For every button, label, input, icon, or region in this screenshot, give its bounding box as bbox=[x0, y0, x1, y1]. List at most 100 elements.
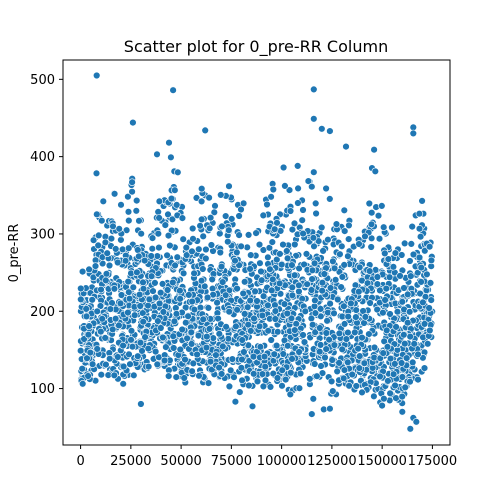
data-point bbox=[195, 245, 203, 253]
data-point bbox=[314, 237, 323, 245]
data-point bbox=[299, 331, 307, 339]
data-point bbox=[135, 290, 144, 299]
data-point bbox=[404, 290, 412, 299]
data-point bbox=[376, 372, 384, 381]
data-point bbox=[326, 195, 334, 203]
data-point bbox=[408, 222, 416, 231]
data-point bbox=[318, 223, 326, 232]
data-point bbox=[189, 224, 197, 233]
data-point bbox=[340, 261, 348, 269]
data-point bbox=[280, 300, 289, 308]
data-point bbox=[347, 299, 355, 308]
data-point bbox=[199, 315, 207, 323]
data-point bbox=[83, 354, 91, 362]
data-point bbox=[295, 384, 304, 392]
data-point bbox=[273, 219, 281, 227]
data-point bbox=[330, 309, 338, 317]
data-point bbox=[424, 340, 432, 348]
data-point bbox=[296, 369, 305, 378]
data-point bbox=[85, 265, 93, 274]
data-point bbox=[310, 168, 318, 176]
data-point bbox=[291, 271, 299, 279]
data-point bbox=[151, 293, 160, 302]
y-axis: 100 200 300 400 500 bbox=[30, 73, 63, 397]
data-point bbox=[154, 208, 162, 216]
data-point bbox=[274, 328, 282, 336]
data-point bbox=[348, 370, 356, 379]
data-point bbox=[406, 378, 414, 386]
data-point bbox=[114, 353, 122, 361]
data-point bbox=[198, 215, 206, 224]
data-point bbox=[383, 343, 392, 351]
data-point bbox=[310, 259, 319, 267]
data-point bbox=[157, 324, 165, 332]
data-point bbox=[273, 255, 281, 264]
data-point bbox=[148, 234, 157, 242]
data-point bbox=[192, 194, 201, 202]
data-point bbox=[236, 388, 244, 396]
data-point bbox=[225, 226, 233, 234]
data-point bbox=[249, 352, 258, 361]
data-point bbox=[261, 376, 270, 384]
data-point bbox=[300, 260, 308, 269]
data-point bbox=[306, 375, 314, 383]
data-point bbox=[231, 257, 239, 265]
data-point bbox=[371, 266, 380, 274]
data-point bbox=[110, 285, 119, 293]
data-point bbox=[309, 234, 318, 242]
data-point bbox=[329, 257, 337, 265]
data-point bbox=[224, 238, 232, 246]
x-tick-label: 0 bbox=[76, 454, 84, 469]
data-point bbox=[185, 291, 193, 299]
data-point bbox=[97, 371, 106, 379]
data-point bbox=[340, 374, 348, 382]
data-point bbox=[393, 308, 402, 316]
data-point bbox=[117, 291, 126, 299]
data-point bbox=[155, 299, 164, 308]
y-tick-label: 500 bbox=[30, 73, 55, 88]
data-point bbox=[373, 305, 381, 314]
data-point bbox=[309, 321, 317, 329]
data-point bbox=[107, 234, 116, 243]
data-point bbox=[178, 325, 186, 334]
data-point bbox=[184, 312, 192, 320]
data-point bbox=[135, 252, 143, 260]
data-point bbox=[265, 244, 274, 252]
data-point bbox=[312, 199, 320, 208]
data-point bbox=[278, 260, 286, 269]
y-tick-label: 100 bbox=[30, 382, 55, 397]
data-point bbox=[78, 380, 87, 388]
data-point bbox=[283, 247, 291, 255]
data-point bbox=[391, 381, 399, 390]
data-point bbox=[243, 243, 251, 252]
data-point bbox=[426, 326, 434, 335]
data-point bbox=[355, 240, 363, 248]
data-point bbox=[358, 333, 366, 342]
data-point bbox=[132, 207, 141, 215]
data-point bbox=[358, 388, 366, 397]
data-point bbox=[93, 210, 101, 219]
data-point bbox=[290, 219, 299, 228]
data-point bbox=[131, 311, 139, 319]
data-point bbox=[222, 323, 230, 331]
data-point bbox=[173, 253, 182, 261]
data-point bbox=[134, 352, 142, 360]
data-point bbox=[228, 215, 236, 223]
data-point bbox=[392, 323, 400, 331]
data-point bbox=[318, 125, 326, 133]
data-point bbox=[163, 286, 172, 294]
data-point bbox=[157, 289, 165, 297]
data-point bbox=[129, 283, 138, 291]
data-point bbox=[258, 370, 267, 378]
x-axis: 0 25000 50000 75000 100000 125000 150000 175000 bbox=[76, 445, 457, 469]
data-point bbox=[333, 367, 341, 376]
data-point bbox=[183, 251, 191, 259]
data-point bbox=[202, 245, 210, 254]
data-point bbox=[391, 360, 399, 368]
data-point bbox=[380, 395, 388, 403]
data-point bbox=[159, 333, 167, 342]
data-point bbox=[417, 278, 425, 286]
data-point bbox=[241, 310, 249, 318]
data-point bbox=[417, 263, 425, 272]
data-point bbox=[117, 236, 125, 244]
